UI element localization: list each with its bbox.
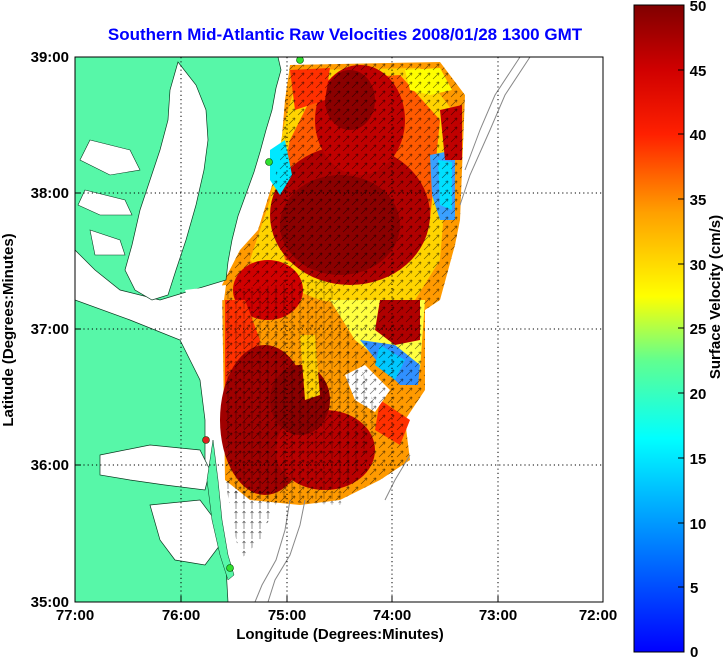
x-tick-labels: 77:00 76:00 75:00 74:00 73:00 72:00 <box>56 607 617 624</box>
y-tick-label: 38:00 <box>31 185 69 202</box>
bathymetry-contours <box>254 57 531 602</box>
map-title: Southern Mid-Atlantic Raw Velocities 200… <box>108 25 583 44</box>
station-marker <box>226 564 234 572</box>
x-tick-label: 75:00 <box>268 607 306 624</box>
plot-area <box>75 57 603 602</box>
x-tick-label: 77:00 <box>56 607 94 624</box>
colorbar-tick-label: 50 <box>690 0 707 15</box>
station-marker <box>202 436 210 444</box>
colorbar-gradient <box>633 4 685 653</box>
colorbar-tick-label: 40 <box>690 127 707 144</box>
velocity-field <box>220 62 465 560</box>
land <box>75 57 282 602</box>
y-tick-labels: 39:00 38:00 37:00 36:00 35:00 <box>31 49 69 611</box>
x-tick-label: 74:00 <box>373 607 411 624</box>
station-marker <box>265 158 273 166</box>
y-tick-label: 39:00 <box>31 49 69 66</box>
colorbar: 50 45 40 35 30 25 20 15 10 5 0 Surface V… <box>633 0 724 659</box>
colorbar-tick-label: 25 <box>690 321 707 338</box>
colorbar-ticks <box>678 4 684 653</box>
tick-marks <box>74 56 604 602</box>
colorbar-tick-label: 45 <box>690 63 707 80</box>
colorbar-tick-label: 15 <box>690 451 707 468</box>
x-tick-label: 73:00 <box>479 607 517 624</box>
y-tick-label: 36:00 <box>31 457 69 474</box>
y-axis-label: Latitude (Degrees:Minutes) <box>0 233 17 426</box>
y-tick-label: 37:00 <box>31 321 69 338</box>
colorbar-tick-label: 10 <box>690 516 707 533</box>
graticule <box>75 57 603 602</box>
colorbar-tick-label: 20 <box>690 386 707 403</box>
colorbar-tick-label: 30 <box>690 257 707 274</box>
x-tick-label: 76:00 <box>162 607 200 624</box>
y-tick-label: 35:00 <box>31 594 69 611</box>
colorbar-tick-labels: 50 45 40 35 30 25 20 15 10 5 0 <box>690 0 707 659</box>
colorbar-tick-label: 35 <box>690 192 707 209</box>
colorbar-label: Surface Velocity (cm/s) <box>707 215 724 379</box>
radar-stations <box>202 57 304 572</box>
station-marker <box>296 57 304 64</box>
x-axis-label: Longitude (Degrees:Minutes) <box>236 626 444 643</box>
colorbar-tick-label: 5 <box>690 580 698 597</box>
x-tick-label: 72:00 <box>579 607 617 624</box>
colorbar-tick-label: 0 <box>690 644 698 659</box>
